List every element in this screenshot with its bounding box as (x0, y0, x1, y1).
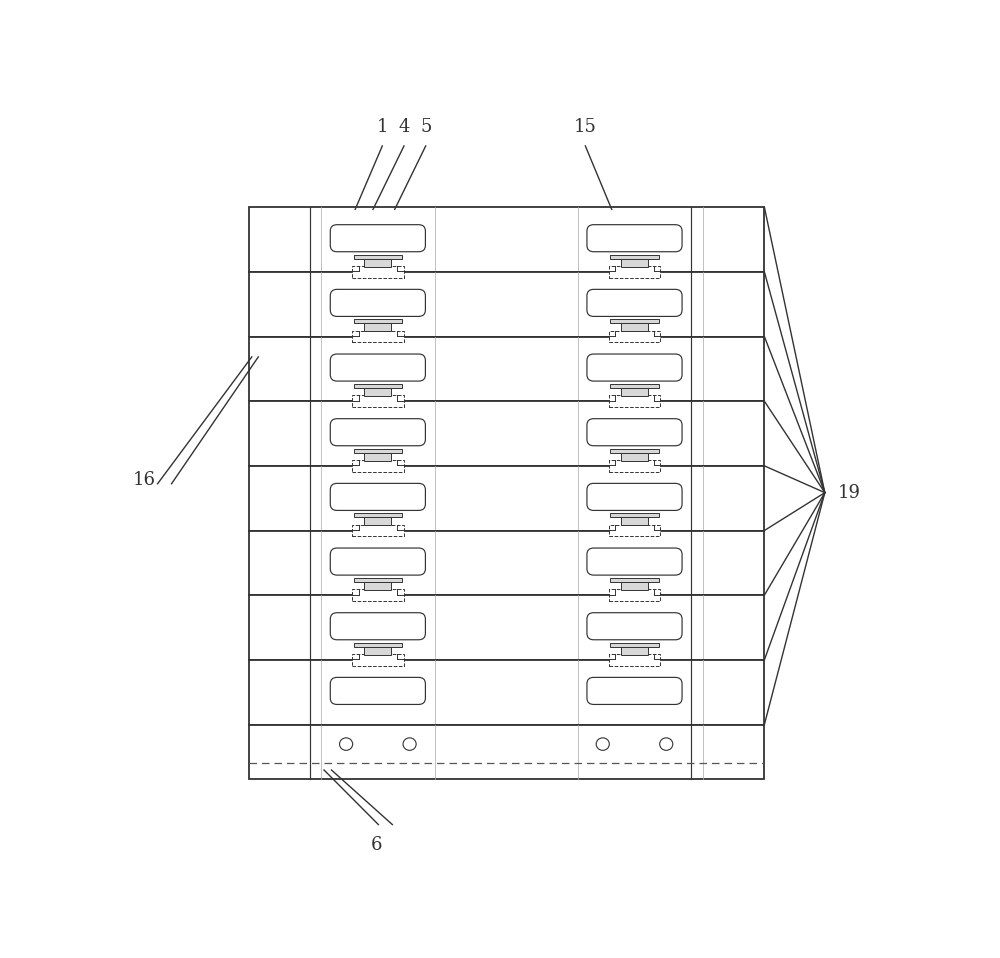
Bar (354, 384, 402, 388)
Bar (354, 578, 402, 582)
Bar (249, 207, 764, 272)
Bar (354, 255, 402, 259)
Bar (352, 654, 404, 666)
Bar (610, 643, 659, 647)
FancyBboxPatch shape (587, 354, 682, 381)
FancyBboxPatch shape (330, 289, 425, 316)
Bar (352, 396, 404, 407)
Bar (610, 255, 659, 259)
Bar (610, 448, 659, 453)
Bar (364, 647, 391, 654)
Text: 15: 15 (574, 118, 597, 136)
FancyBboxPatch shape (330, 548, 425, 575)
Circle shape (403, 738, 416, 750)
Text: 5: 5 (420, 118, 431, 136)
FancyBboxPatch shape (587, 419, 682, 445)
Bar (354, 513, 402, 517)
Bar (610, 319, 659, 324)
Text: 6: 6 (371, 835, 383, 854)
Bar (352, 460, 404, 471)
Text: 4: 4 (398, 118, 410, 136)
Bar (609, 396, 660, 407)
Bar (249, 466, 764, 531)
Bar (364, 324, 391, 331)
Bar (621, 647, 648, 654)
FancyBboxPatch shape (330, 419, 425, 445)
FancyBboxPatch shape (587, 548, 682, 575)
Bar (352, 589, 404, 601)
FancyBboxPatch shape (587, 289, 682, 316)
Bar (621, 388, 648, 396)
FancyBboxPatch shape (587, 613, 682, 640)
Bar (621, 582, 648, 590)
Bar (354, 643, 402, 647)
Bar (354, 448, 402, 453)
Bar (364, 582, 391, 590)
Bar (609, 525, 660, 536)
Bar (609, 331, 660, 342)
FancyBboxPatch shape (330, 354, 425, 381)
Bar (352, 266, 404, 278)
Bar (364, 259, 391, 266)
Bar (609, 266, 660, 278)
FancyBboxPatch shape (330, 484, 425, 511)
Circle shape (596, 738, 609, 750)
Bar (249, 595, 764, 660)
Bar (610, 578, 659, 582)
Bar (364, 388, 391, 396)
Bar (621, 517, 648, 525)
Bar (249, 401, 764, 466)
Bar (609, 654, 660, 666)
Bar (352, 331, 404, 342)
Text: 19: 19 (838, 484, 861, 502)
Circle shape (340, 738, 353, 750)
Bar (249, 272, 764, 336)
Bar (364, 453, 391, 461)
Bar (364, 517, 391, 525)
Bar (249, 336, 764, 401)
FancyBboxPatch shape (330, 225, 425, 252)
FancyBboxPatch shape (330, 677, 425, 704)
Bar (621, 259, 648, 266)
Bar (609, 589, 660, 601)
Bar (610, 513, 659, 517)
Circle shape (660, 738, 673, 750)
Bar (352, 525, 404, 536)
Bar (249, 531, 764, 595)
FancyBboxPatch shape (587, 484, 682, 511)
FancyBboxPatch shape (587, 677, 682, 704)
FancyBboxPatch shape (330, 613, 425, 640)
Bar (621, 453, 648, 461)
Bar (249, 660, 764, 724)
FancyBboxPatch shape (587, 225, 682, 252)
Bar (621, 324, 648, 331)
Text: 1: 1 (377, 118, 388, 136)
Bar (610, 384, 659, 388)
Text: 16: 16 (133, 471, 156, 490)
Bar (609, 460, 660, 471)
Bar (249, 724, 764, 779)
Bar (354, 319, 402, 324)
